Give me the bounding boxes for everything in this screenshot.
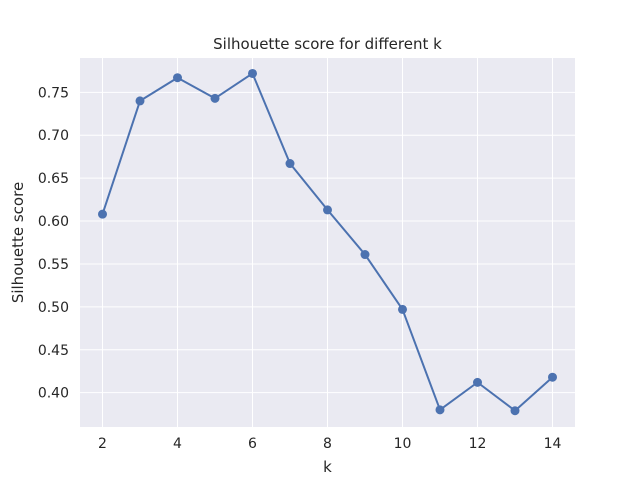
data-point [135,96,145,106]
y-axis-label: Silhouette score [9,182,27,303]
data-point [173,73,182,83]
data-point [210,93,220,103]
data-point [473,377,482,387]
x-tick-label: 2 [98,436,107,452]
data-point [548,372,557,382]
y-tick-label: 0.65 [38,171,69,187]
series-group [98,68,557,416]
x-tick-label: 8 [323,436,332,452]
y-tick-label: 0.40 [38,386,69,402]
y-tick-label: 0.60 [38,214,69,230]
grid [80,58,575,427]
chart-title: Silhouette score for different k [213,35,442,53]
y-tick-label: 0.75 [38,85,69,101]
data-point [323,205,332,215]
x-tick-labels: 2 4 6 8 10 12 14 [98,436,561,452]
data-point [398,304,407,314]
x-tick-label: 6 [248,436,257,452]
y-tick-label: 0.50 [38,300,69,316]
data-point [285,159,295,169]
y-tick-labels: 0.40 0.45 0.50 0.55 0.60 0.65 0.70 0.75 [38,85,69,401]
x-axis-label: k [323,458,332,476]
data-point [435,405,445,415]
y-tick-label: 0.70 [38,128,69,144]
x-tick-label: 14 [544,436,562,452]
data-point [98,209,107,219]
x-tick-label: 4 [173,436,182,452]
y-tick-label: 0.45 [38,343,69,359]
data-point [510,406,520,416]
x-tick-label: 12 [469,436,487,452]
x-tick-label: 10 [394,436,412,452]
data-point [248,68,257,78]
data-point [360,250,370,260]
y-tick-label: 0.55 [38,257,69,273]
